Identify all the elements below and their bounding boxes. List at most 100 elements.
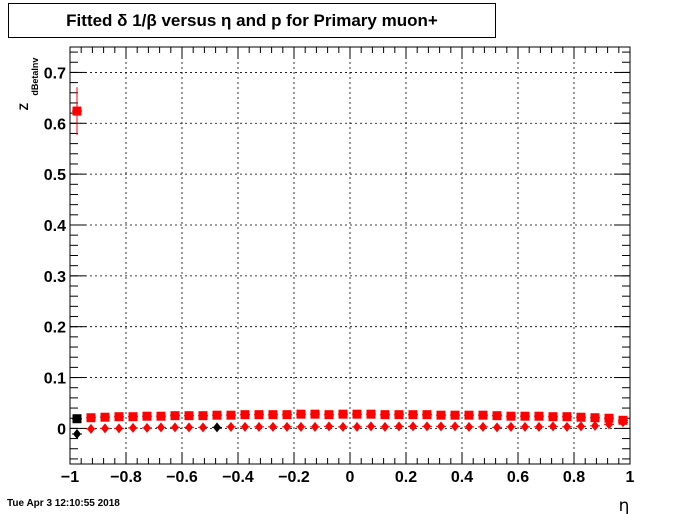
data-point-diamond <box>143 422 151 433</box>
y-tick-label: 0.7 <box>44 65 66 82</box>
data-point-square <box>352 409 362 419</box>
data-point-diamond <box>367 421 375 432</box>
data-point-square <box>310 409 320 419</box>
x-tick-label: 0.4 <box>451 469 473 486</box>
data-point-square <box>86 413 96 423</box>
data-point-square <box>366 409 376 419</box>
data-point-square <box>548 412 558 422</box>
data-point-square <box>184 411 194 421</box>
data-point-diamond <box>227 421 235 432</box>
data-point-diamond <box>507 421 515 432</box>
data-point-square <box>282 410 292 420</box>
y-tick-label: 0.5 <box>44 167 66 184</box>
data-point-diamond <box>213 422 221 433</box>
data-point-diamond <box>269 421 277 432</box>
data-point-diamond <box>577 421 585 432</box>
data-point-diamond <box>157 422 165 433</box>
y-tick-label: 0.2 <box>44 320 66 337</box>
data-point-diamond <box>381 421 389 432</box>
data-point-square <box>590 413 600 423</box>
data-points <box>72 87 628 439</box>
datestamp: Tue Apr 3 12:10:55 2018 <box>7 498 120 509</box>
data-point-diamond <box>129 422 137 433</box>
data-point-square <box>380 410 390 420</box>
data-point-diamond <box>241 421 249 432</box>
y-tick-label: 0 <box>57 421 66 438</box>
data-point-square <box>296 409 306 419</box>
data-point-square <box>408 410 418 420</box>
data-point-diamond <box>297 421 305 432</box>
data-point-diamond <box>73 428 81 439</box>
data-point-diamond <box>325 421 333 432</box>
data-point-diamond <box>563 421 571 432</box>
data-point-square <box>128 412 138 422</box>
x-axis-label: η <box>619 496 630 514</box>
grid-lines <box>70 47 630 464</box>
x-tick-label: −0.2 <box>278 469 310 486</box>
data-point-square <box>114 412 124 422</box>
data-point-diamond <box>479 421 487 432</box>
x-tick-label: 0.6 <box>507 469 529 486</box>
data-point-diamond <box>437 421 445 432</box>
x-tick-label: −0.4 <box>222 469 254 486</box>
x-tick-label: −0.6 <box>166 469 198 486</box>
data-point-diamond <box>185 422 193 433</box>
data-point-diamond <box>521 421 529 432</box>
data-point-square <box>100 412 110 422</box>
x-tick-label: 0.2 <box>395 469 417 486</box>
data-point-square <box>170 411 180 421</box>
data-point-square <box>478 410 488 420</box>
data-point-square <box>534 411 544 421</box>
x-tick-label: −0.8 <box>110 469 142 486</box>
data-point-diamond <box>535 421 543 432</box>
data-point-diamond <box>171 422 179 433</box>
data-point-square <box>422 410 432 420</box>
data-point-diamond <box>339 421 347 432</box>
x-tick-label: −1 <box>61 469 79 486</box>
data-point-diamond <box>353 421 361 432</box>
y-tick-label: 0.6 <box>44 116 66 133</box>
data-point-diamond <box>395 421 403 432</box>
data-point-square <box>212 410 222 420</box>
data-point-square <box>254 410 264 420</box>
y-tick-label: 0.4 <box>44 218 66 235</box>
data-point-square <box>506 411 516 421</box>
data-point-square <box>338 409 348 419</box>
axis-ticks <box>69 47 631 464</box>
data-point-square <box>562 412 572 422</box>
data-point-diamond <box>283 421 291 432</box>
y-tick-label: 0.1 <box>44 371 66 388</box>
data-point-square <box>226 410 236 420</box>
data-point-square <box>394 410 404 420</box>
data-point-square <box>520 411 530 421</box>
data-point-square <box>576 412 586 422</box>
data-point-diamond <box>451 421 459 432</box>
data-point-square <box>268 410 278 420</box>
data-point-diamond <box>591 420 599 431</box>
data-point-square <box>72 414 82 424</box>
tick-labels: −1 −0.8 −0.6 −0.4 −0.2 0 0.2 0.4 0.6 0.8 1 0 0.1 0.2 0… <box>44 65 635 486</box>
data-point-diamond <box>549 421 557 432</box>
x-tick-label: 0 <box>346 469 355 486</box>
y-axis-label-sub: dBetaInv <box>30 58 40 96</box>
plot-frame <box>69 46 631 465</box>
data-point-square <box>156 411 166 421</box>
data-point-diamond <box>423 421 431 432</box>
data-point-square <box>198 411 208 421</box>
data-point-square <box>618 415 628 425</box>
data-point-square <box>72 106 82 116</box>
y-tick-label: 0.3 <box>44 269 66 286</box>
data-point-square <box>604 413 614 423</box>
data-point-square <box>324 410 334 420</box>
data-point-diamond <box>255 421 263 432</box>
data-point-diamond <box>409 421 417 432</box>
x-tick-label: 0.8 <box>563 469 585 486</box>
data-point-diamond <box>101 423 109 434</box>
chart-title-box: Fitted δ 1/β versus η and p for Primary … <box>8 3 496 38</box>
y-axis-label-main: Z <box>17 103 31 110</box>
data-point-diamond <box>311 421 319 432</box>
data-point-square <box>450 410 460 420</box>
data-point-diamond <box>493 422 501 433</box>
data-point-square <box>464 410 474 420</box>
